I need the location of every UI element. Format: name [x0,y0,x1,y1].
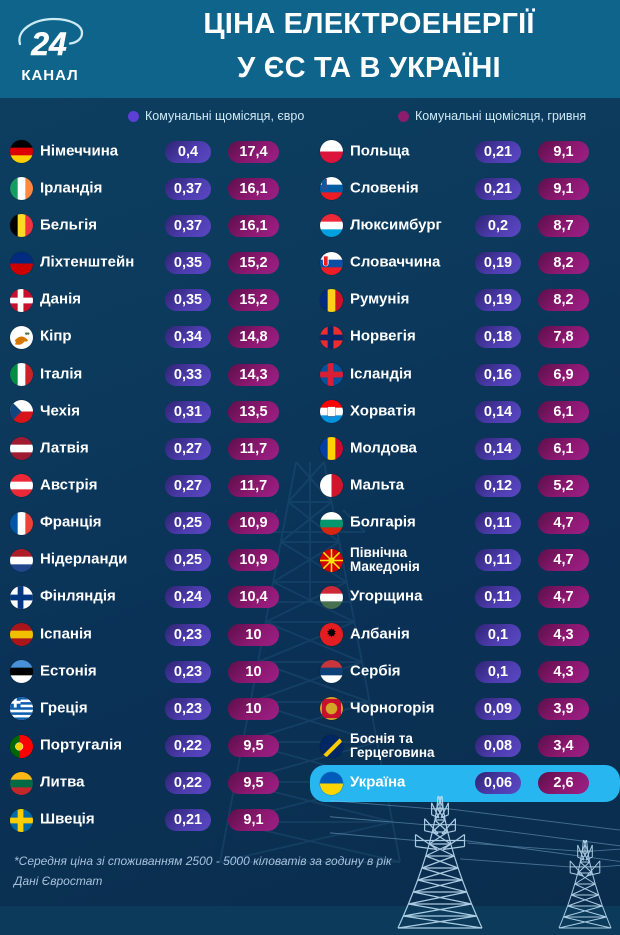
svg-text:24: 24 [30,26,67,62]
